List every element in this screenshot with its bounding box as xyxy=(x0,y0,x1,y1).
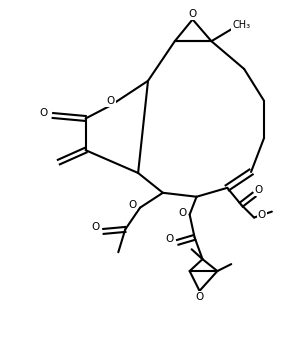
Text: O: O xyxy=(188,10,197,19)
Text: O: O xyxy=(255,185,263,195)
Text: O: O xyxy=(128,200,136,210)
Text: CH₃: CH₃ xyxy=(232,20,250,30)
Text: O: O xyxy=(195,292,204,302)
Text: O: O xyxy=(258,209,266,220)
Text: O: O xyxy=(40,107,48,118)
Text: O: O xyxy=(92,222,100,233)
Text: O: O xyxy=(106,96,115,106)
Text: O: O xyxy=(178,208,187,218)
Text: O: O xyxy=(166,234,174,244)
